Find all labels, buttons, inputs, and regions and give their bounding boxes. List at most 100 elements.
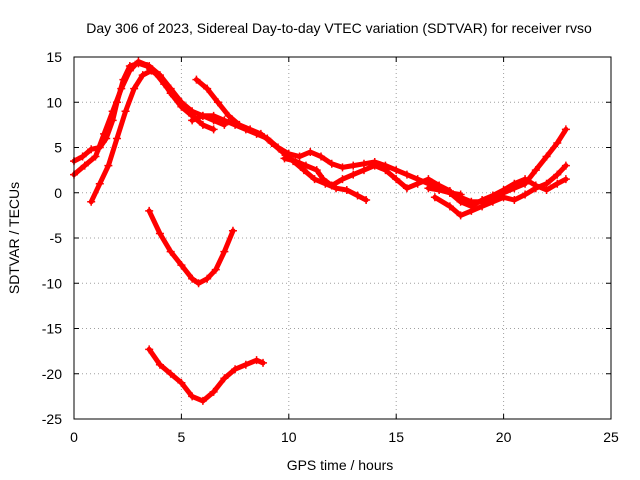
data-point	[310, 175, 319, 184]
data-point	[198, 120, 207, 129]
series-track-i	[445, 175, 570, 211]
data-point	[317, 152, 326, 161]
data-point	[130, 84, 139, 93]
data-point	[220, 374, 229, 383]
data-point	[213, 98, 222, 107]
data-point	[430, 193, 439, 202]
data-point	[192, 75, 201, 84]
data-point	[104, 161, 113, 170]
data-point	[392, 175, 401, 184]
data-point	[241, 360, 250, 369]
y-tick-label: -25	[42, 411, 62, 427]
data-point	[531, 166, 540, 175]
data-point	[263, 134, 272, 143]
data-point	[349, 170, 358, 179]
y-axis-label: SDTVAR / TECUs	[6, 182, 22, 294]
data-point	[121, 107, 130, 116]
data-point	[349, 161, 358, 170]
data-point	[338, 175, 347, 184]
data-point	[134, 59, 143, 68]
ticks: 0 5 10 15 20 25 -25 -20 -15 -10 -5 0 5 10 15	[42, 49, 619, 445]
grid	[74, 57, 611, 419]
data-point	[194, 279, 203, 288]
y-tick-label: 15	[46, 49, 62, 65]
data-point	[342, 186, 351, 195]
data-point	[510, 179, 519, 188]
y-tick-label: -5	[50, 230, 63, 246]
data-point	[177, 378, 186, 387]
data-point	[224, 111, 233, 120]
data-point	[370, 161, 379, 170]
data-point	[327, 181, 336, 190]
data-point	[381, 166, 390, 175]
data-point	[231, 365, 240, 374]
data-point	[119, 75, 128, 84]
data-point	[203, 274, 212, 283]
data-point	[362, 195, 371, 204]
data-point	[188, 116, 197, 125]
chart-title: Day 306 of 2023, Sidereal Day-to-day VTE…	[86, 20, 592, 36]
data-point	[211, 265, 220, 274]
data-point	[456, 197, 465, 206]
x-tick-label: 25	[603, 429, 619, 445]
data-point	[467, 202, 476, 211]
data-point	[143, 62, 152, 71]
x-tick-label: 10	[281, 429, 297, 445]
data-point	[228, 226, 237, 235]
data-point	[231, 120, 240, 129]
data-point	[166, 89, 175, 98]
data-point	[209, 125, 218, 134]
data-point	[87, 145, 96, 154]
data-point	[241, 125, 250, 134]
data-layer	[70, 57, 570, 405]
data-point	[252, 129, 261, 138]
data-point	[284, 149, 293, 158]
data-point	[456, 211, 465, 220]
y-tick-label: 10	[46, 94, 62, 110]
data-point	[155, 72, 164, 81]
data-point	[280, 154, 289, 163]
y-tick-label: -20	[42, 366, 62, 382]
data-point	[166, 369, 175, 378]
data-point	[95, 143, 104, 152]
series-line	[146, 208, 236, 286]
data-point	[553, 138, 562, 147]
data-point	[87, 197, 96, 206]
data-point	[561, 161, 570, 170]
data-point	[402, 184, 411, 193]
data-point	[306, 148, 315, 157]
y-tick-label: -15	[42, 321, 62, 337]
data-point	[177, 102, 186, 111]
data-point	[445, 188, 454, 197]
data-point	[353, 191, 362, 200]
data-point	[424, 175, 433, 184]
y-tick-label: -10	[42, 275, 62, 291]
data-point	[542, 186, 551, 195]
data-point	[435, 186, 444, 195]
data-point	[125, 62, 134, 71]
data-point	[155, 360, 164, 369]
data-point	[301, 161, 310, 170]
x-tick-label: 20	[496, 429, 512, 445]
data-point	[80, 161, 89, 170]
data-point	[319, 175, 328, 184]
data-point	[553, 170, 562, 179]
data-point	[145, 345, 154, 354]
data-point	[413, 179, 422, 188]
data-point	[102, 134, 111, 143]
data-point	[338, 163, 347, 172]
series-track-c	[87, 66, 218, 206]
data-point	[198, 111, 207, 120]
data-point	[542, 152, 551, 161]
data-point	[392, 166, 401, 175]
data-point	[209, 111, 218, 120]
data-point	[561, 125, 570, 134]
data-point	[312, 166, 321, 175]
data-point	[499, 186, 508, 195]
series-track-k	[145, 345, 268, 405]
data-point	[553, 179, 562, 188]
data-point	[402, 170, 411, 179]
data-point	[112, 98, 121, 107]
